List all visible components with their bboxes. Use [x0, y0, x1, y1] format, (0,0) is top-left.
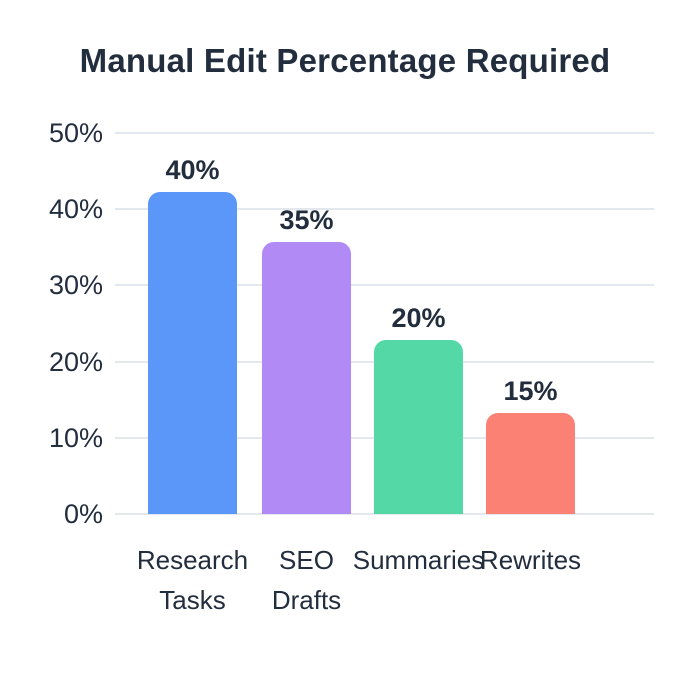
bar	[486, 413, 575, 514]
x-axis-category-label: Research Tasks	[103, 540, 283, 620]
y-axis-tick-label: 50%	[48, 118, 103, 148]
bar	[374, 339, 463, 514]
x-axis-category-label-line2: Drafts	[271, 585, 342, 615]
gridline	[115, 132, 654, 134]
x-axis-category-label-line1: Rewrites	[479, 545, 582, 575]
bar-value-label: 20%	[391, 302, 446, 333]
chart-title: Manual Edit Percentage Required	[79, 42, 611, 79]
bar-value-label: 40%	[165, 155, 220, 186]
bar-value-label: 15%	[503, 376, 558, 407]
bar-group: 40%	[148, 133, 237, 514]
bar-value-label: 35%	[279, 204, 334, 235]
x-axis-category-label-line1: Summaries	[352, 545, 485, 575]
x-axis-category-label-line2: Tasks	[159, 585, 226, 615]
x-axis-category-label-line1: SEO	[279, 545, 334, 575]
bar	[262, 241, 351, 514]
gridline	[115, 284, 654, 287]
bar-group: 20%	[374, 133, 463, 514]
y-axis-tick-label: 20%	[48, 346, 103, 377]
y-axis-tick-label: 0%	[63, 499, 103, 529]
gridline	[115, 208, 654, 211]
x-axis-category-label: SEO Drafts	[217, 540, 397, 620]
bar	[148, 192, 237, 514]
y-axis-tick-label: 30%	[48, 270, 103, 301]
bar-group: 15%	[486, 133, 575, 514]
y-axis-tick-label: 10%	[48, 422, 103, 453]
bar-group: 35%	[262, 133, 351, 514]
gridline	[115, 513, 654, 515]
x-axis-category-label: Summaries	[329, 540, 509, 580]
x-axis-category-label-line1: Research	[136, 545, 249, 575]
y-axis-tick-label: 40%	[48, 194, 103, 225]
plot-area: 40% 35% 20% 15%	[115, 132, 654, 515]
x-axis-category-label: Rewrites	[441, 540, 621, 580]
